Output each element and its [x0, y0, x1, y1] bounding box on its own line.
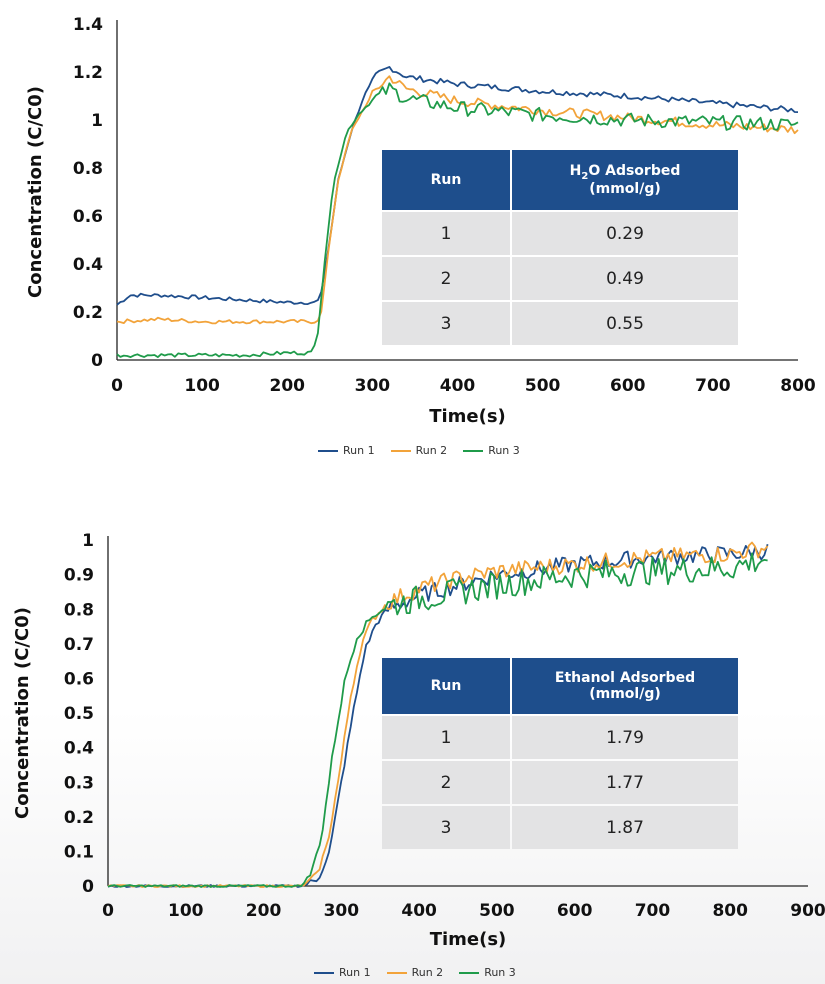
y-tick-label: 0.7 — [64, 635, 94, 655]
x-tick-label: 500 — [479, 901, 515, 921]
table-cell-adsorbed: 1.87 — [512, 806, 738, 849]
y-tick-label: 0.1 — [64, 843, 94, 863]
x-tick-label: 600 — [610, 376, 646, 396]
y-tick-label: 0.8 — [73, 159, 103, 179]
table-row: 1 1.79 — [382, 716, 738, 759]
legend-label: Run 2 — [411, 966, 444, 979]
series-line-run-3 — [107, 552, 768, 888]
table-row: 2 1.77 — [382, 761, 738, 804]
x-tick-label: 800 — [712, 901, 748, 921]
legend-item-run2: Run 2 — [386, 966, 444, 979]
x-tick-label: 300 — [324, 901, 360, 921]
table-header-row: Run H2O Adsorbed (mmol/g) — [382, 150, 738, 210]
y-tick-label: 0 — [91, 351, 103, 371]
y-tick-label: 1 — [82, 531, 94, 551]
series-line-run-1 — [116, 66, 799, 306]
table-cell-adsorbed: 0.55 — [512, 302, 738, 345]
y-tick-label: 0 — [82, 877, 94, 897]
table-header-run: Run — [382, 658, 510, 714]
legend-item-run2: Run 2 — [390, 444, 448, 457]
y-tick-label: 0.8 — [64, 600, 94, 620]
y-tick-label: 0.4 — [64, 739, 94, 759]
series-line-run-3 — [116, 82, 799, 358]
x-tick-label: 500 — [525, 376, 561, 396]
table-row: 1 0.29 — [382, 212, 738, 255]
table-cell-run: 2 — [382, 257, 510, 300]
x-tick-label: 100 — [184, 376, 220, 396]
y-axis-title: Concentration (C/C0) — [25, 86, 46, 298]
x-tick-label: 200 — [270, 376, 306, 396]
x-tick-label: 300 — [355, 376, 391, 396]
legend-swatch — [463, 449, 484, 452]
legend-label: Run 3 — [484, 966, 516, 979]
chart-plot-area: 0 0.1 0.2 0.3 0.4 0.5 0.6 0.7 0.8 0.9 1 0 100 200 300 4… — [12, 531, 825, 950]
x-tick-label: 0 — [102, 901, 114, 921]
x-axis-title: Time(s) — [430, 929, 507, 950]
h2o-adsorbed-table: Run H2O Adsorbed (mmol/g) 1 0.29 2 0.49 3… — [380, 148, 740, 347]
y-tick-label: 0.6 — [64, 670, 94, 690]
chart-plot-area: 0 0.2 0.4 0.6 0.8 1 1.2 1.4 0 100 200 300 400 500 600 7… — [25, 15, 816, 427]
h2o-breakthrough-chart: 0 0.2 0.4 0.6 0.8 1 1.2 1.4 0 100 200 300 400 500 600 7… — [0, 0, 825, 470]
x-tick-label: 400 — [440, 376, 476, 396]
x-tick-label: 900 — [790, 901, 825, 921]
chart-legend: Run 1 Run 2 Run 3 — [314, 966, 516, 979]
ethanol-adsorbed-table: Run Ethanol Adsorbed (mmol/g) 1 1.79 2 1.… — [380, 656, 740, 851]
x-tick-label: 100 — [168, 901, 204, 921]
y-tick-label: 0.2 — [73, 303, 103, 323]
x-tick-label: 600 — [557, 901, 593, 921]
x-axis-title: Time(s) — [429, 406, 506, 427]
legend-label: Run 3 — [488, 444, 520, 457]
y-tick-label: 0.5 — [64, 704, 94, 724]
table-header-row: Run Ethanol Adsorbed (mmol/g) — [382, 658, 738, 714]
legend-item-run1: Run 1 — [314, 966, 371, 979]
legend-swatch — [459, 971, 480, 974]
y-axis-title: Concentration (C/C0) — [12, 607, 33, 819]
table-row: 3 1.87 — [382, 806, 738, 849]
ethanol-breakthrough-chart: 0 0.1 0.2 0.3 0.4 0.5 0.6 0.7 0.8 0.9 1 0 100 200 300 4… — [0, 500, 825, 984]
table-cell-run: 2 — [382, 761, 510, 804]
table-cell-adsorbed: 1.79 — [512, 716, 738, 759]
x-tick-label: 800 — [780, 376, 816, 396]
legend-label: Run 1 — [343, 444, 375, 457]
y-tick-label: 0.3 — [64, 773, 94, 793]
table-cell-run: 3 — [382, 806, 510, 849]
y-tick-label: 0.9 — [64, 566, 94, 586]
legend-swatch — [390, 449, 411, 452]
legend-label: Run 1 — [339, 966, 371, 979]
y-tick-label: 0.6 — [73, 207, 103, 227]
x-tick-label: 0 — [111, 376, 123, 396]
legend-item-run3: Run 3 — [459, 966, 516, 979]
legend-swatch — [314, 971, 334, 974]
table-cell-adsorbed: 1.77 — [512, 761, 738, 804]
table-header-run: Run — [382, 150, 510, 210]
y-tick-label: 0.2 — [64, 808, 94, 828]
x-tick-label: 700 — [695, 376, 731, 396]
legend-label: Run 2 — [415, 444, 448, 457]
legend-swatch — [318, 449, 338, 452]
x-tick-label: 700 — [635, 901, 671, 921]
table-cell-run: 3 — [382, 302, 510, 345]
table-header-adsorbed: Ethanol Adsorbed (mmol/g) — [512, 658, 738, 714]
table-cell-run: 1 — [382, 212, 510, 255]
table-cell-adsorbed: 0.29 — [512, 212, 738, 255]
y-tick-label: 1 — [91, 111, 103, 131]
table-cell-adsorbed: 0.49 — [512, 257, 738, 300]
chart-legend: Run 1 Run 2 Run 3 — [318, 444, 520, 457]
legend-item-run3: Run 3 — [463, 444, 520, 457]
table-row: 3 0.55 — [382, 302, 738, 345]
table-cell-run: 1 — [382, 716, 510, 759]
x-tick-label: 400 — [401, 901, 437, 921]
x-tick-label: 200 — [246, 901, 282, 921]
series-line-run-2 — [116, 75, 799, 325]
table-header-adsorbed: H2O Adsorbed (mmol/g) — [512, 150, 738, 210]
y-tick-label: 1.4 — [73, 15, 103, 35]
y-tick-label: 1.2 — [73, 63, 103, 83]
legend-swatch — [386, 971, 407, 974]
table-row: 2 0.49 — [382, 257, 738, 300]
legend-item-run1: Run 1 — [318, 444, 375, 457]
y-tick-label: 0.4 — [73, 255, 103, 275]
